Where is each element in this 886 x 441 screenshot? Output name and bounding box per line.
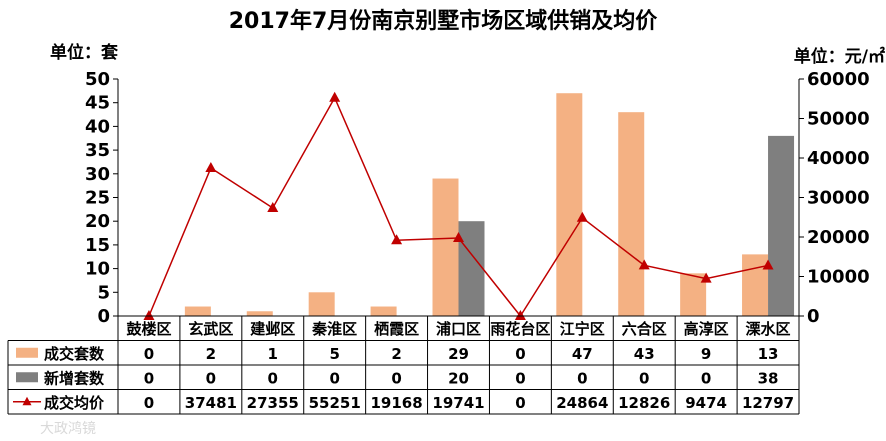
table-cell: 13 (758, 345, 779, 363)
price-point (453, 232, 464, 243)
price-point (638, 259, 650, 270)
left-axis-tick-label: 45 (85, 93, 110, 114)
table-cell: 0 (391, 369, 401, 387)
category-label: 江宁区 (560, 320, 605, 338)
table-cell: 0 (206, 369, 216, 387)
table-cell: 24864 (556, 394, 608, 412)
category-label: 秦淮区 (311, 320, 357, 338)
bar-deals (370, 306, 397, 316)
table-cell: 38 (758, 369, 779, 387)
table-cell: 9474 (685, 394, 727, 412)
table-cell: 19741 (432, 394, 484, 412)
left-axis-tick-label: 40 (85, 116, 110, 137)
bar-deals (680, 273, 707, 316)
table-cell: 47 (572, 345, 593, 363)
table-cell: 19168 (370, 394, 422, 412)
category-label: 高淳区 (684, 320, 729, 338)
price-point (143, 310, 155, 320)
table-cell: 0 (515, 345, 525, 363)
table-cell: 43 (634, 345, 655, 363)
right-axis-tick-label: 40000 (807, 148, 870, 169)
table-cell: 0 (329, 369, 339, 387)
price-line (143, 91, 774, 320)
left-axis-tick-label: 15 (85, 235, 110, 256)
right-axis-unit: 单位：元/㎡ (794, 46, 885, 67)
table-cell: 20 (448, 369, 469, 387)
category-label: 栖霞区 (374, 320, 419, 338)
axes: 0510152025303540455001000020000300004000… (85, 69, 870, 327)
price-point (391, 234, 403, 245)
right-axis-tick-label: 10000 (807, 267, 870, 288)
left-axis-unit: 单位：套 (50, 42, 119, 63)
bar-deals (618, 112, 645, 317)
left-axis-tick-label: 5 (97, 282, 110, 303)
bar-deals (432, 178, 459, 316)
category-label: 溧水区 (746, 320, 791, 338)
category-label: 鼓楼区 (126, 320, 171, 338)
legend-entry: 成交均价 (44, 394, 105, 412)
table-cell: 9 (701, 345, 711, 363)
legend-key (16, 372, 38, 383)
left-axis-tick-label: 50 (85, 69, 110, 90)
price-point (329, 91, 341, 102)
bar-deals (184, 306, 211, 316)
table-cell: 2 (391, 345, 401, 363)
table-cell: 0 (144, 369, 154, 387)
right-axis-tick-label: 60000 (807, 69, 870, 90)
left-axis-tick-label: 20 (85, 211, 110, 232)
table-cell: 5 (329, 345, 339, 363)
chart-title: 2017年7月份南京别墅市场区域供销及均价 (229, 8, 659, 34)
price-point (514, 310, 526, 320)
table-cell: 2 (206, 345, 216, 363)
bar-new-supply (458, 221, 485, 316)
table-cell: 29 (448, 345, 469, 363)
right-axis-tick-label: 0 (807, 306, 820, 327)
bar-new-supply (768, 135, 795, 316)
table-cell: 0 (639, 369, 649, 387)
bar-deals (556, 93, 583, 316)
table-cell: 12797 (742, 394, 794, 412)
table-cell: 12826 (618, 394, 670, 412)
price-point (762, 259, 774, 270)
legend-key-marker (22, 396, 32, 406)
table-cell: 0 (515, 394, 525, 412)
left-axis-tick-label: 25 (85, 188, 110, 209)
left-axis-tick-label: 10 (85, 259, 110, 280)
category-label: 雨花台区 (490, 320, 550, 338)
table-cell: 55251 (309, 394, 361, 412)
table-cell: 0 (268, 369, 278, 387)
right-axis-tick-label: 20000 (807, 227, 870, 248)
right-axis-tick-label: 30000 (807, 188, 870, 209)
price-point (205, 161, 217, 172)
table-cell: 0 (577, 369, 587, 387)
price-point (576, 211, 588, 222)
bars (184, 93, 795, 317)
watermark: 大政鸿镜 (40, 420, 96, 437)
price-point (700, 272, 712, 283)
table-cell: 1 (268, 345, 278, 363)
legend-entry: 成交套数 (44, 345, 105, 363)
right-axis-tick-label: 50000 (807, 109, 870, 130)
table-cell: 37481 (185, 394, 237, 412)
left-axis-tick-label: 30 (85, 164, 110, 185)
bar-deals (308, 292, 335, 316)
bar-deals (246, 311, 273, 316)
table-cell: 0 (144, 394, 154, 412)
table-cell: 0 (515, 369, 525, 387)
category-label: 六合区 (622, 320, 667, 338)
category-label: 玄武区 (188, 320, 233, 338)
left-axis-tick-label: 0 (97, 306, 110, 327)
left-axis-tick-label: 35 (85, 140, 110, 161)
legend-entry: 新增套数 (44, 369, 105, 387)
table-cell: 27355 (247, 394, 299, 412)
bar-deals (742, 254, 769, 316)
price-point (267, 201, 279, 212)
legend-key (16, 347, 38, 358)
table-cell: 0 (144, 345, 154, 363)
category-label: 建邺区 (250, 320, 295, 338)
category-label: 浦口区 (436, 320, 481, 338)
table-cell: 0 (701, 369, 711, 387)
